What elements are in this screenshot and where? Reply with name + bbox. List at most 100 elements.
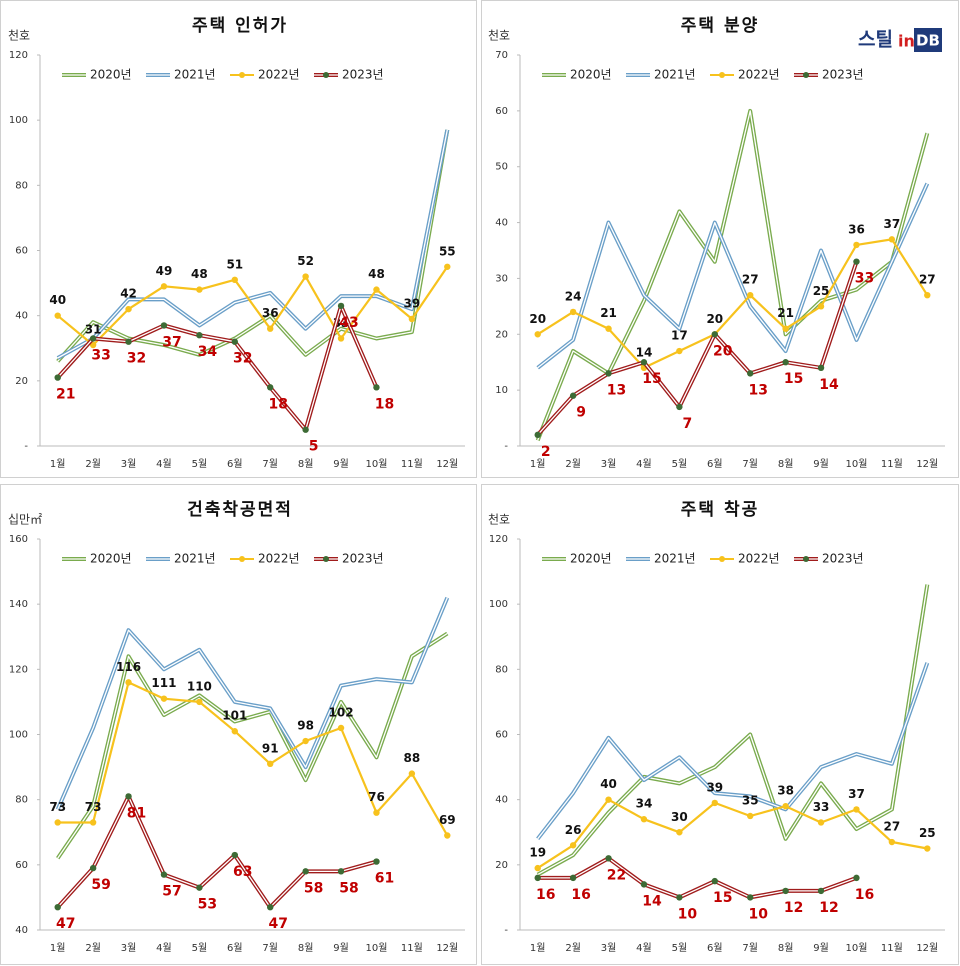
data-point	[747, 812, 754, 820]
x-tick-label: 3월	[121, 458, 137, 470]
legend-label: 2020년	[90, 552, 132, 566]
data-point	[676, 347, 683, 355]
data-point	[747, 291, 754, 299]
data-label: 31	[85, 322, 102, 336]
legend-marker	[803, 556, 809, 562]
data-label: 33	[855, 271, 874, 287]
data-point	[302, 868, 309, 875]
legend-label: 2021년	[654, 552, 696, 566]
data-point	[853, 241, 860, 249]
y-tick-label: 100	[489, 599, 508, 610]
data-point	[337, 302, 345, 310]
data-point	[196, 698, 203, 706]
x-tick-label: 4월	[156, 458, 172, 470]
legend-label: 2020년	[570, 552, 612, 566]
x-tick-label: 1월	[530, 942, 546, 954]
series-line-inner	[57, 305, 378, 431]
data-point	[337, 724, 345, 732]
data-label: 12	[819, 900, 838, 916]
x-tick-label: 8월	[298, 458, 314, 470]
data-point	[853, 874, 860, 882]
data-point	[747, 370, 754, 377]
data-label: 73	[85, 800, 102, 814]
data-label: 101	[222, 709, 247, 723]
data-label: 27	[742, 273, 759, 287]
data-point	[817, 887, 825, 895]
legend-label: 2023년	[342, 68, 384, 82]
y-axis-label: 십만㎡	[8, 513, 42, 527]
panel-border	[481, 0, 959, 478]
data-label: 38	[777, 784, 794, 798]
data-label: 40	[49, 293, 66, 307]
data-label: 26	[565, 823, 582, 837]
data-point	[337, 335, 345, 342]
series-line	[56, 129, 450, 360]
series-line-inner	[57, 597, 448, 810]
data-point	[125, 679, 132, 686]
series-line-inner	[57, 129, 448, 362]
data-label: 58	[304, 880, 323, 896]
data-point	[54, 374, 61, 381]
y-tick-label: 80	[495, 664, 508, 675]
data-label: 33	[813, 800, 830, 814]
y-tick-label: 120	[9, 50, 28, 61]
y-tick-label: 70	[495, 50, 508, 61]
data-label: 35	[742, 793, 759, 807]
x-tick-label: 8월	[778, 942, 794, 954]
x-tick-label: 7월	[262, 458, 278, 470]
data-label: 27	[884, 820, 901, 834]
x-tick-label: 11월	[881, 458, 903, 470]
panel-border	[0, 0, 477, 478]
x-tick-label: 11월	[401, 942, 423, 954]
data-label: 10	[748, 906, 768, 922]
data-label: 116	[116, 660, 141, 674]
data-point	[605, 855, 612, 862]
x-tick-label: 3월	[121, 942, 137, 954]
data-point	[89, 819, 97, 826]
data-label: 16	[571, 887, 590, 903]
y-tick-label: 10	[495, 385, 508, 396]
x-tick-label: 1월	[530, 458, 546, 470]
series-line	[537, 238, 929, 369]
data-point	[817, 303, 825, 310]
data-label: 32	[233, 351, 252, 367]
x-tick-label: 5월	[192, 942, 208, 954]
legend-label: 2023년	[822, 68, 864, 82]
data-point	[782, 359, 789, 366]
data-point	[231, 851, 238, 859]
data-point	[231, 276, 238, 284]
data-point	[54, 819, 61, 826]
legend-label: 2023년	[822, 552, 864, 566]
data-label: 33	[91, 347, 110, 363]
data-point	[605, 325, 612, 332]
series-line-inner	[537, 857, 857, 899]
legend-marker	[803, 72, 809, 78]
x-tick-label: 1월	[50, 458, 66, 470]
data-point	[89, 864, 97, 872]
y-tick-label: 50	[495, 162, 508, 173]
legend-label: 2020년	[570, 68, 612, 82]
y-tick-label: 30	[495, 273, 508, 284]
data-label: 42	[120, 287, 137, 301]
data-label: 14	[636, 345, 653, 359]
x-tick-label: 3월	[601, 458, 617, 470]
y-tick-label: 60	[495, 730, 508, 741]
data-point	[373, 286, 380, 293]
data-point	[924, 845, 931, 852]
data-point	[408, 315, 416, 323]
x-tick-label: 11월	[401, 458, 423, 470]
legend-label: 2022년	[738, 552, 780, 566]
x-tick-label: 10월	[365, 942, 387, 954]
data-point	[89, 341, 97, 349]
data-label: 34	[636, 797, 653, 811]
data-point	[640, 816, 648, 823]
y-axis-label: 천호	[488, 512, 510, 527]
data-point	[711, 331, 718, 338]
x-tick-label: 9월	[813, 942, 829, 954]
data-point	[196, 332, 203, 339]
data-point	[853, 806, 860, 813]
x-tick-label: 7월	[742, 458, 758, 470]
data-label: 37	[848, 787, 865, 801]
x-tick-label: 6월	[707, 942, 723, 954]
